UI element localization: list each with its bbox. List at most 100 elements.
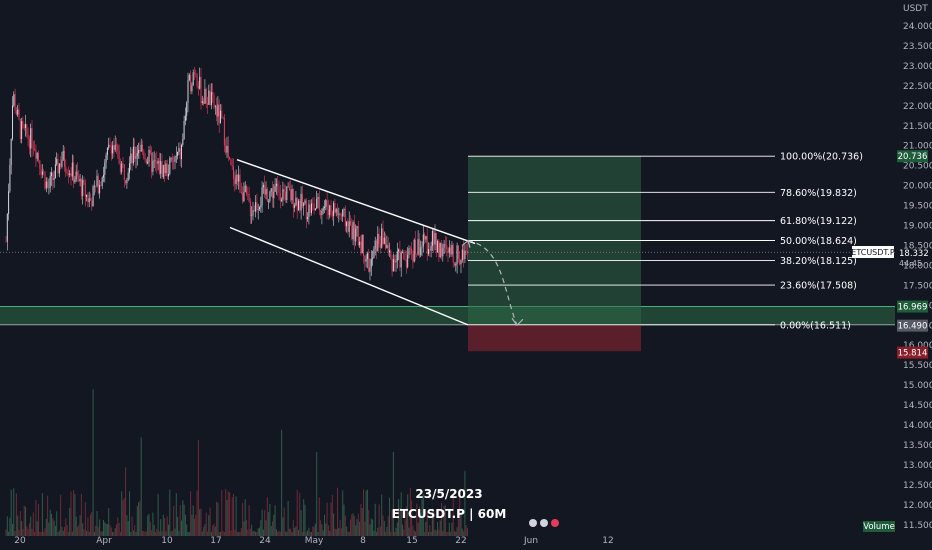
candle-body xyxy=(112,145,114,154)
volume-bar xyxy=(307,530,309,536)
candle-body xyxy=(411,248,413,254)
volume-bar xyxy=(329,530,331,536)
candle-body xyxy=(23,124,25,128)
candle-body xyxy=(382,228,384,244)
candle-body xyxy=(246,185,247,194)
candle-body xyxy=(75,171,77,180)
volume-bar xyxy=(135,531,137,536)
volume-bar xyxy=(456,527,458,536)
candle-body xyxy=(170,157,172,159)
volume-bar xyxy=(457,518,459,536)
candle-body xyxy=(5,241,7,243)
last-price-badge: ETCUSDT.P 18.332 44:45 xyxy=(851,246,929,268)
candle-body xyxy=(253,210,255,212)
candle-body xyxy=(282,189,284,200)
volume-bar xyxy=(268,512,270,536)
candle-body xyxy=(373,248,375,259)
currency-label: USDT xyxy=(903,4,928,14)
candle-body xyxy=(183,120,185,140)
candle-body xyxy=(152,160,154,172)
candle-body xyxy=(77,171,78,176)
candle-body xyxy=(61,160,63,167)
candle-body xyxy=(352,222,354,240)
volume-bar xyxy=(199,509,201,536)
candle-body xyxy=(407,254,409,268)
candle-body xyxy=(40,168,42,175)
projection-path xyxy=(467,240,518,326)
candle-body xyxy=(435,233,437,253)
volume-bar xyxy=(359,521,361,536)
candle-body xyxy=(44,171,46,189)
volume-bar xyxy=(275,529,277,536)
volume-bar xyxy=(99,519,101,536)
candle-body xyxy=(134,146,136,159)
time-axis[interactable]: 20 Apr 10 17 24 May 8 15 22 Jun 12 xyxy=(14,536,613,546)
volume-bar xyxy=(368,509,370,536)
volume-bar xyxy=(36,521,38,536)
candle-body xyxy=(222,117,224,118)
flag-icon[interactable] xyxy=(540,519,548,527)
volume-bar xyxy=(192,505,194,536)
volume-bar xyxy=(58,530,60,536)
candle-body xyxy=(54,164,56,179)
flag-icon[interactable] xyxy=(529,519,537,527)
x-tick-label: 24 xyxy=(259,536,271,546)
x-tick-label: 10 xyxy=(161,536,173,546)
candle-body xyxy=(209,90,211,106)
candle-body xyxy=(405,259,407,268)
volume-bar xyxy=(408,527,410,536)
y-tick-label: 22.000 xyxy=(903,102,932,112)
x-tick-label: 12 xyxy=(602,536,613,546)
candle-body xyxy=(459,258,461,265)
candle-body xyxy=(142,144,143,152)
candle-body xyxy=(363,234,364,256)
volume-bar xyxy=(278,530,280,536)
y-tick-label: 20.500 xyxy=(903,162,932,172)
flag-icon[interactable] xyxy=(551,519,559,527)
volume-bar xyxy=(340,528,342,536)
candle-body xyxy=(45,181,47,189)
candle-body xyxy=(205,88,207,104)
volume-bar xyxy=(130,531,132,536)
candle-body xyxy=(100,185,102,186)
volume-bar xyxy=(342,490,344,536)
candle-body xyxy=(168,173,169,177)
candle-body xyxy=(418,239,420,256)
price-badges: 20.736 16.969 16.490 15.814 xyxy=(897,150,928,359)
candle-body xyxy=(157,160,159,164)
volume-bar xyxy=(108,508,110,536)
candle-body xyxy=(65,166,67,173)
volume-bar xyxy=(396,522,398,536)
volume-bar xyxy=(183,504,185,536)
volume-bar xyxy=(90,514,91,536)
candle-body xyxy=(286,187,288,201)
candle-body xyxy=(181,144,182,160)
volume-bar xyxy=(407,494,409,536)
volume-bar xyxy=(298,530,299,536)
candle-body xyxy=(69,173,71,175)
volume-bar xyxy=(389,497,390,536)
candle-body xyxy=(192,72,194,86)
candle-body xyxy=(251,215,253,217)
candle-body xyxy=(135,155,137,159)
candle-body xyxy=(136,153,138,156)
candle-body xyxy=(264,185,266,195)
volume-bar xyxy=(181,520,182,536)
volume-bar xyxy=(243,521,245,536)
candle-body xyxy=(402,252,403,253)
volume-bar xyxy=(317,531,319,536)
volume-bar xyxy=(398,498,400,536)
volume-bar xyxy=(316,452,318,536)
volume-bar xyxy=(149,521,151,536)
candle-body xyxy=(125,180,127,184)
candle-body xyxy=(298,200,299,211)
caption-icons[interactable] xyxy=(529,519,559,527)
candle-body xyxy=(93,186,95,187)
candle-body xyxy=(340,215,342,217)
candle-body xyxy=(390,250,392,259)
candle-body xyxy=(365,259,367,262)
candle-body xyxy=(207,103,208,105)
volume-bar xyxy=(292,519,294,536)
candle-body xyxy=(392,259,394,272)
